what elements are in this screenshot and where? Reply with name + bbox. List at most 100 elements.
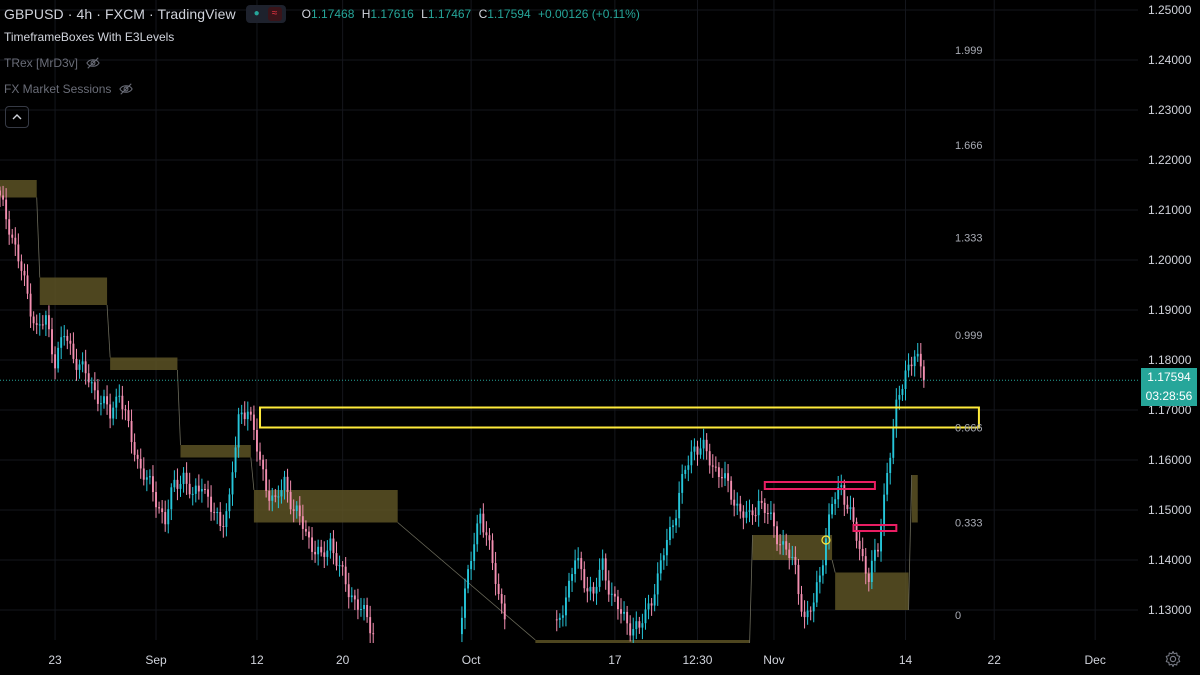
candle-body: [583, 569, 586, 589]
candle-body: [158, 507, 161, 509]
time-tick-label: Oct: [462, 653, 481, 667]
candle-body: [818, 575, 821, 583]
candle-body: [304, 528, 307, 532]
hidden-eye-icon[interactable]: [119, 82, 134, 96]
candle-body: [84, 361, 87, 374]
indicator-fx-sessions[interactable]: FX Market Sessions: [4, 82, 134, 96]
supply-zone: [763, 481, 876, 490]
candle-body: [17, 244, 20, 262]
candle-body: [256, 429, 258, 452]
chevron-up-icon: [12, 114, 22, 120]
fib-level-label: 0.333: [955, 518, 983, 530]
candle-body: [197, 485, 200, 492]
candle-body: [72, 343, 75, 359]
candle-body: [494, 563, 497, 584]
candle-body: [724, 473, 726, 479]
candle-body: [268, 490, 271, 501]
candle-body: [705, 439, 708, 452]
candle-body: [809, 610, 812, 612]
gear-icon[interactable]: [1164, 650, 1182, 668]
candle-body: [901, 388, 904, 395]
candle-body: [785, 541, 788, 550]
candle-body: [763, 502, 766, 513]
indicator-timeframe-boxes[interactable]: TimeframeBoxes With E3Levels: [4, 30, 174, 44]
candle-body: [846, 504, 849, 509]
candle-body: [155, 492, 157, 508]
candle-body: [791, 556, 794, 558]
candle-body: [363, 605, 365, 609]
candle-body: [326, 550, 329, 557]
candle-body: [360, 608, 362, 610]
candle-body: [26, 275, 29, 294]
candle-body: [185, 472, 188, 484]
ohlc-readout: O1.17468 H1.17616 L1.17467 C1.17594 +0.0…: [298, 7, 640, 21]
candle-body: [568, 580, 570, 598]
candle-body: [207, 489, 209, 497]
candle-body: [690, 451, 693, 466]
candle-body: [488, 535, 491, 541]
candle-body: [167, 509, 170, 525]
time-tick-label: 20: [336, 653, 350, 667]
price-tick-label: 1.24000: [1148, 53, 1192, 67]
candle-body: [754, 515, 757, 517]
candle-body: [717, 467, 720, 478]
candle-body: [751, 510, 754, 516]
market-status-pill[interactable]: ● ≈: [245, 5, 286, 23]
candle-body: [776, 526, 778, 545]
candle-body: [558, 617, 561, 620]
candle-body: [11, 234, 14, 238]
price-tick-label: 1.23000: [1148, 103, 1192, 117]
candle-body: [907, 364, 910, 371]
candle-body: [63, 335, 66, 338]
candle-body: [265, 469, 268, 491]
candle-body: [191, 493, 194, 495]
candle-body: [252, 414, 255, 430]
hidden-eye-icon[interactable]: [86, 56, 100, 70]
candle-body: [133, 442, 136, 455]
candle-body: [782, 541, 785, 545]
low-label: L: [421, 7, 428, 21]
fib-level-label: 0.999: [955, 330, 983, 342]
fib-level-label: 1.333: [955, 233, 983, 245]
candle-body: [81, 361, 84, 365]
timeframe-box: [911, 475, 918, 523]
candle-body: [711, 465, 714, 467]
candle-body: [564, 597, 567, 616]
candle-body: [200, 489, 203, 492]
candle-body: [864, 556, 867, 574]
candle-body: [613, 593, 616, 597]
candle-body: [332, 538, 335, 554]
candle-body: [733, 499, 736, 506]
candle-body: [482, 513, 485, 533]
candle-body: [75, 358, 78, 370]
indicator-label: TimeframeBoxes With E3Levels: [4, 30, 175, 44]
candle-body: [742, 511, 745, 518]
symbol-title[interactable]: GBPUSD · 4h · FXCM · TradingView: [4, 6, 236, 22]
candle-body: [491, 540, 494, 564]
low-value: 1.17467: [427, 7, 472, 21]
candle-body: [910, 364, 913, 367]
candle-body: [721, 477, 723, 479]
candle-body: [8, 219, 11, 235]
current-price-badge: 1.17594 03:28:56: [1141, 368, 1197, 407]
price-axis[interactable]: 1.25000 1.24000 1.23000 1.22000 1.21000 1.200…: [1138, 0, 1200, 675]
signal-marker: [821, 535, 831, 545]
time-axis[interactable]: 23 Sep 12 20 Oct 17 12:30 Nov 14 22 Dec: [0, 643, 1200, 675]
candle-body: [170, 487, 173, 510]
candle-body: [100, 403, 102, 405]
indicator-trex[interactable]: TRex [MrD3v]: [4, 56, 100, 70]
high-label: H: [361, 7, 371, 21]
collapse-legend-button[interactable]: [5, 106, 29, 128]
candle-body: [109, 404, 112, 419]
candle-body: [485, 532, 488, 536]
candle-body: [577, 558, 580, 561]
candle-body: [877, 549, 879, 552]
box-connector: [908, 474, 913, 611]
candle-body: [464, 588, 466, 618]
price-tick-label: 1.16000: [1148, 453, 1192, 467]
candle-body: [44, 315, 47, 325]
fib-level-label: 1.666: [955, 140, 983, 152]
open-value: 1.17468: [311, 7, 355, 21]
candle-body: [188, 483, 191, 495]
